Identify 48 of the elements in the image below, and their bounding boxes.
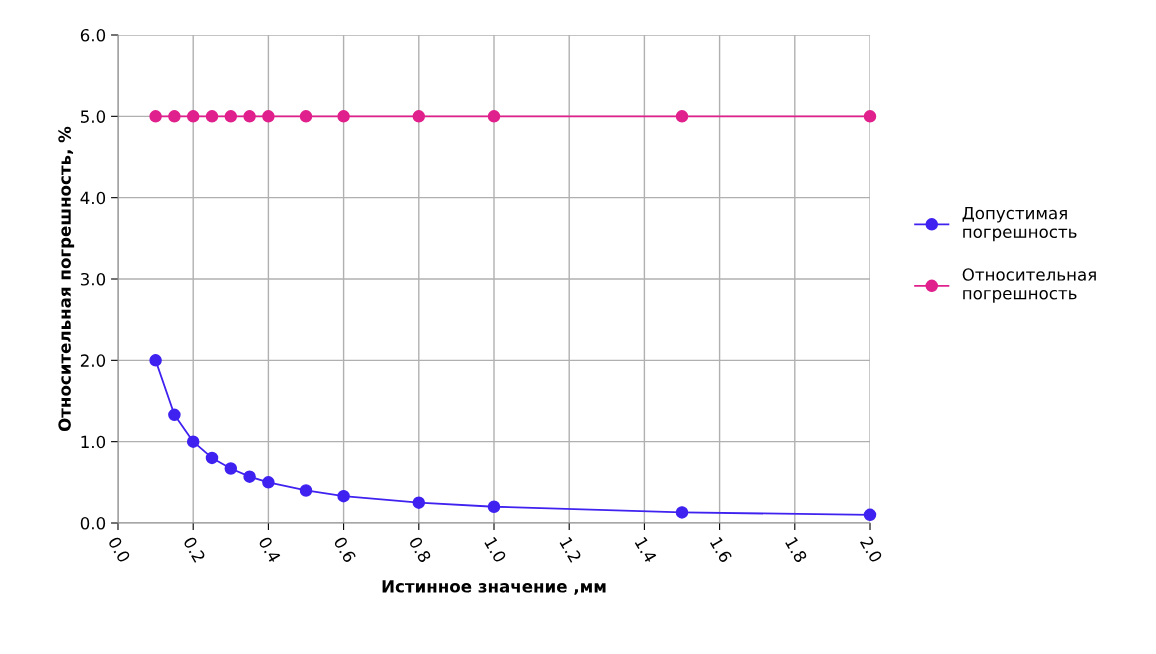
- y-tick-label: 6.0: [80, 28, 106, 42]
- point: [412, 110, 426, 123]
- point: [243, 110, 256, 123]
- point: [224, 462, 238, 475]
- point: [243, 470, 256, 483]
- y-tick-label: 5.0: [80, 110, 106, 123]
- x-tick-label: 0.6: [333, 535, 357, 564]
- point: [337, 110, 350, 123]
- point: [675, 506, 689, 519]
- point: [299, 484, 313, 497]
- point: [863, 508, 877, 522]
- point: [262, 476, 275, 489]
- point: [412, 496, 426, 509]
- point: [205, 451, 219, 465]
- point: [149, 354, 162, 367]
- point: [299, 110, 313, 123]
- y-axis-title: Относительная погрешность, %: [58, 126, 75, 432]
- x-axis-title: Истинное значение ,мм: [382, 580, 606, 595]
- y-tick-label: 4.0: [80, 191, 106, 205]
- x-tick-label: 0.4: [258, 535, 282, 564]
- point: [168, 110, 181, 123]
- x-tick-label: 1.6: [709, 536, 733, 564]
- x-tick-label: 1.0: [484, 536, 507, 564]
- x-tick-label: 1.4: [634, 536, 658, 564]
- x-tick-label: 1.2: [559, 536, 582, 563]
- point: [149, 110, 162, 123]
- x-tick-label: 0.0: [107, 535, 131, 564]
- y-tick-label: 1.0: [81, 435, 106, 449]
- point: [224, 110, 238, 123]
- point: [863, 110, 877, 123]
- point: [487, 500, 501, 513]
- point: [186, 435, 200, 448]
- legend-label: Относительная погрешность: [962, 268, 1096, 303]
- legend-label: Допустимая погрешность: [962, 206, 1077, 242]
- x-tick-label: 0.2: [182, 535, 206, 563]
- point: [186, 110, 200, 123]
- x-tick-label: 0.8: [408, 535, 432, 564]
- point: [487, 110, 501, 123]
- point: [675, 110, 689, 123]
- point: [205, 110, 219, 123]
- x-tick-label: 1.8: [784, 536, 808, 564]
- point: [262, 110, 275, 123]
- point: [337, 489, 350, 503]
- y-tick-label: 0.0: [80, 516, 106, 530]
- point: [168, 408, 181, 422]
- x-tick-label: 2.0: [859, 536, 883, 564]
- y-tick-label: 2.0: [80, 354, 106, 367]
- y-tick-label: 3.0: [80, 272, 106, 286]
